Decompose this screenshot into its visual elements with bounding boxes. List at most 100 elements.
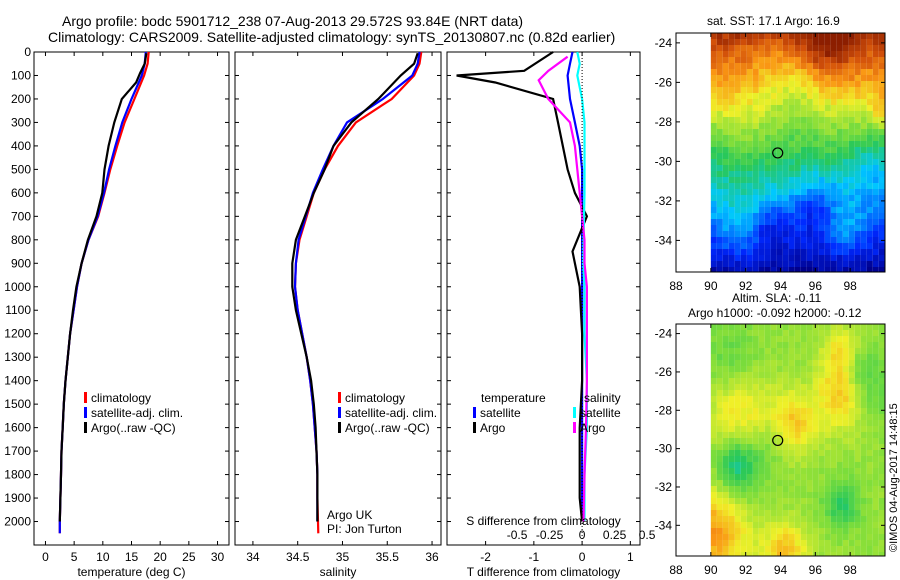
salinity-legend-swatch xyxy=(338,392,341,403)
y-tick-label: 300 xyxy=(11,115,31,129)
y-tick-label: 1700 xyxy=(4,444,31,458)
y-tick-label: 1500 xyxy=(4,397,31,411)
x-tick-label: 15 xyxy=(125,550,139,564)
y-tick-label: 600 xyxy=(11,186,31,200)
y-tick-label: 500 xyxy=(11,162,31,176)
x-tick-label: 35.5 xyxy=(376,550,400,564)
difference-s-legend-swatch xyxy=(573,422,576,433)
y-tick-label: 200 xyxy=(11,92,31,106)
map-y-tick-label: -28 xyxy=(655,115,673,129)
map-1-field xyxy=(710,324,885,556)
map-x-tick-label: 98 xyxy=(843,279,857,293)
y-tick-label: 700 xyxy=(11,209,31,223)
x-axis-label-top: S difference from climatology xyxy=(466,514,621,528)
x-tick-label: 30 xyxy=(211,550,225,564)
map-x-tick-label: 98 xyxy=(843,563,857,577)
salinity-legend-label: satellite-adj. clim. xyxy=(345,406,437,420)
map-x-tick-label: 88 xyxy=(669,279,683,293)
salinity-legend-label: Argo(..raw -QC) xyxy=(345,421,430,435)
map1-title: sat. SST: 17.1 Argo: 16.9 xyxy=(707,14,840,28)
map-y-tick-label: -26 xyxy=(655,75,673,89)
float-owner-label: Argo UK xyxy=(327,508,372,522)
panel-frame-2 xyxy=(446,51,641,546)
series-line-climatology xyxy=(293,51,423,534)
y-tick-label: 0 xyxy=(24,45,31,59)
map-x-tick-label: 94 xyxy=(774,563,788,577)
map2-title-2: Argo h1000: -0.092 h2000: -0.12 xyxy=(688,306,862,320)
map-y-tick-label: -32 xyxy=(655,480,673,494)
temperature-legend-swatch xyxy=(84,422,87,433)
series-line-satellite-adj-clim- xyxy=(58,51,147,534)
x-tick-label-salinity: 0.5 xyxy=(639,528,656,542)
y-tick-label: 100 xyxy=(11,68,31,82)
map-y-tick-label: -30 xyxy=(655,442,673,456)
map-x-tick-label: 96 xyxy=(809,279,823,293)
y-tick-label: 1000 xyxy=(4,280,31,294)
salinity-legend-swatch xyxy=(338,407,341,418)
map-x-tick-label: 92 xyxy=(739,563,753,577)
temperature-legend-label: Argo(..raw -QC) xyxy=(91,421,176,435)
difference-s-legend-label: Argo xyxy=(580,421,606,435)
series-line-argo xyxy=(537,55,589,522)
series-line-argo-raw-qc- xyxy=(291,52,419,522)
map-x-tick-label: 90 xyxy=(704,563,718,577)
difference-t-legend-label: satellite xyxy=(480,406,521,420)
difference-t-legend-swatch xyxy=(473,407,476,418)
salinity-legend-swatch xyxy=(338,422,341,433)
map-y-tick-label: -24 xyxy=(655,327,673,341)
map-y-tick-label: -34 xyxy=(655,518,673,532)
salinity-legend-label: climatology xyxy=(345,391,405,405)
y-tick-label: 2000 xyxy=(4,515,31,529)
x-tick-label: 0 xyxy=(579,550,586,564)
series-line-climatology xyxy=(58,51,150,534)
x-tick-label: -2 xyxy=(480,550,491,564)
difference-t-legend-label: Argo xyxy=(480,421,506,435)
y-tick-label: 1800 xyxy=(4,468,31,482)
x-tick-label-salinity: 0 xyxy=(579,528,586,542)
map-y-tick-label: -24 xyxy=(655,36,673,50)
difference-s-legend-swatch xyxy=(573,407,576,418)
copyright-text: ©IMOS 04-Aug-2017 14:48:15 xyxy=(888,403,900,552)
y-tick-label: 1300 xyxy=(4,350,31,364)
x-axis-label: temperature (deg C) xyxy=(77,565,185,579)
map-x-tick-label: 90 xyxy=(704,279,718,293)
map-y-tick-label: -30 xyxy=(655,154,673,168)
map-y-tick-label: -28 xyxy=(655,403,673,417)
diff-legend-header-temperature: temperature xyxy=(481,391,546,405)
temperature-legend-swatch xyxy=(84,407,87,418)
difference-s-legend-label: satellite xyxy=(580,406,621,420)
x-tick-label: 10 xyxy=(96,550,110,564)
temperature-legend-swatch xyxy=(84,392,87,403)
y-tick-label: 1100 xyxy=(5,303,31,317)
temperature-legend-label: satellite-adj. clim. xyxy=(91,406,183,420)
panel-frame-1 xyxy=(234,51,442,546)
map-0-argo-location-marker xyxy=(772,147,784,159)
x-tick-label: 20 xyxy=(153,550,167,564)
x-tick-label: 35 xyxy=(336,550,350,564)
map-x-tick-label: 96 xyxy=(809,563,823,577)
y-tick-label: 800 xyxy=(11,233,31,247)
y-tick-label: 1900 xyxy=(4,491,31,505)
diff-legend-header-salinity: salinity xyxy=(584,391,621,405)
map-x-tick-label: 94 xyxy=(774,279,788,293)
y-tick-label: 1600 xyxy=(4,421,31,435)
map-y-tick-label: -34 xyxy=(655,233,673,247)
x-tick-label: 34.5 xyxy=(286,550,310,564)
pi-label: PI: Jon Turton xyxy=(327,522,402,536)
x-tick-label: 25 xyxy=(182,550,196,564)
map2-title-1: Altim. SLA: -0.11 xyxy=(732,291,822,305)
y-tick-label: 900 xyxy=(11,256,31,270)
map-x-tick-label: 92 xyxy=(739,279,753,293)
header-line-1: Argo profile: bodc 5901712_238 07-Aug-20… xyxy=(62,13,524,29)
map-1-argo-location-marker xyxy=(772,434,784,447)
map-y-tick-label: -32 xyxy=(655,194,673,208)
difference-t-legend-swatch xyxy=(473,422,476,433)
map-0-field xyxy=(710,33,885,272)
x-tick-label-salinity: 0.25 xyxy=(603,528,627,542)
x-tick-label: 1 xyxy=(627,550,634,564)
series-line-argo-raw-qc- xyxy=(58,53,148,522)
x-tick-label: 34 xyxy=(246,550,260,564)
x-tick-label-salinity: -0.25 xyxy=(536,528,564,542)
y-tick-label: 1200 xyxy=(4,327,31,341)
